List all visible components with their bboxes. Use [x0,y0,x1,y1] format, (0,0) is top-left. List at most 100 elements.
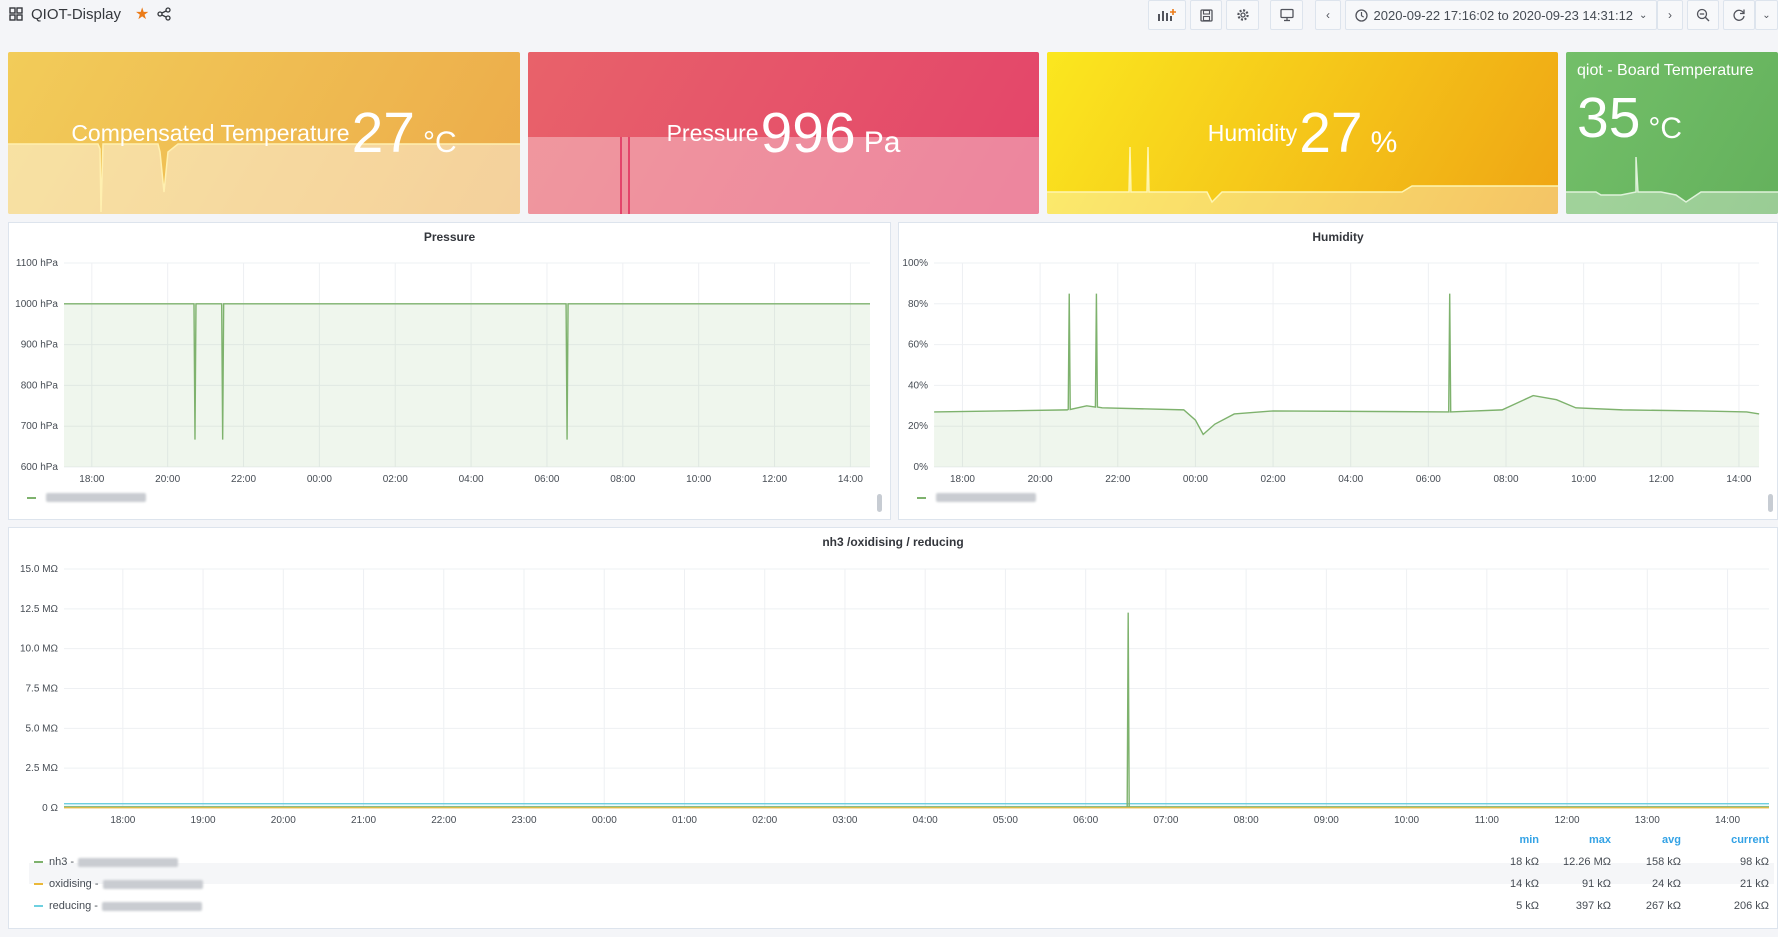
y-tick-label: 1100 hPa [16,258,59,269]
humidity-chart: 100% 80% 60% 40% 20% 0% 18:00 20:00 22:00 00:00 02… [902,258,1760,485]
zoom-out-button[interactable] [1687,0,1719,30]
settings-button[interactable] [1226,0,1259,30]
legend-header-max[interactable]: max [1588,834,1611,846]
stat-prefix: Humidity [1207,119,1298,146]
x-tick-label: 08:00 [1493,474,1518,485]
refresh-interval-dropdown[interactable]: ⌄ [1755,0,1778,30]
x-tick-label: 05:00 [993,815,1018,826]
stat-panel-compensated-temperature[interactable]: Compensated Temperature 27 °C [8,52,520,214]
redacted-series-name [936,493,1036,502]
legend-value-avg: 24 kΩ [1651,878,1681,890]
legend-scrollbar[interactable] [1768,494,1773,512]
y-tick-label: 2.5 MΩ [26,763,59,774]
x-tick-label: 13:00 [1635,815,1660,826]
stat-panel-pressure[interactable]: Pressure 996 Pa [528,52,1039,214]
time-forward-button[interactable]: › [1657,0,1683,30]
time-range-picker[interactable]: 2020-09-22 17:16:02 to 2020-09-23 14:31:… [1345,0,1657,30]
star-icon[interactable]: ★ [135,6,150,23]
legend-row-band [29,863,1774,884]
legend-value-avg: 267 kΩ [1645,900,1681,912]
stat-content: Pressure 996 Pa [528,52,1039,214]
x-tick-label: 00:00 [307,474,332,485]
x-tick-label: 00:00 [592,815,617,826]
panel-title[interactable]: Humidity [1312,230,1364,244]
legend-swatch [34,905,43,907]
stat-panel-board-temperature[interactable]: qiot - Board Temperature 35 °C [1566,52,1778,214]
time-back-button[interactable]: ‹ [1315,0,1341,30]
top-bar: QIOT-Display ★ [0,0,1778,40]
redacted-series-name [102,879,203,889]
y-tick-label: 0 Ω [42,803,58,814]
refresh-button[interactable] [1723,0,1755,30]
legend-item-nh3[interactable]: nh3 - [34,856,179,868]
legend-item[interactable] [917,493,1036,502]
add-panel-icon [1158,9,1176,21]
tv-mode-button[interactable] [1270,0,1303,30]
x-tick-label: 23:00 [512,815,537,826]
x-tick-label: 00:00 [1183,474,1208,485]
legend-header-current[interactable]: current [1731,834,1769,846]
x-tick-label: 22:00 [431,815,456,826]
sensor-graph-panel[interactable]: nh3 /oxidising / reducing 15.0 MΩ 12.5 MΩ… [8,527,1778,929]
legend-header-avg[interactable]: avg [1662,834,1681,846]
stat-unit: °C [423,126,457,159]
save-dashboard-button[interactable] [1190,0,1222,30]
x-tick-label: 08:00 [1234,815,1259,826]
stat-sparkline [1047,146,1558,214]
series-fill [64,803,1769,808]
legend-item[interactable] [27,493,146,502]
y-tick-label: 800 hPa [21,380,59,391]
legend-swatch [917,496,926,499]
y-tick-label: 80% [908,299,928,310]
stat-panel-humidity[interactable]: Humidity 27 % [1047,52,1558,214]
legend-value-current: 98 kΩ [1739,856,1769,868]
sensor-chart: 15.0 MΩ 12.5 MΩ 10.0 MΩ 7.5 MΩ 5.0 MΩ 2.5 MΩ 0… [20,564,1769,826]
gear-icon [1236,9,1249,21]
x-tick-label: 18:00 [79,474,104,485]
redacted-series-name [78,857,179,867]
share-icon[interactable] [157,7,172,21]
x-tick-label: 22:00 [231,474,256,485]
y-tick-label: 600 hPa [21,462,59,473]
legend-header-min[interactable]: min [1519,834,1539,846]
stat-title: qiot - Board Temperature [1577,62,1754,79]
x-tick-label: 06:00 [1416,474,1441,485]
series-fill [64,303,870,467]
stat-prefix: Pressure [666,119,759,146]
x-tick-label: 10:00 [686,474,711,485]
legend-value-min: 5 kΩ [1516,900,1539,912]
chevron-right-icon: › [1668,8,1672,22]
stat-value: 996 [760,100,856,165]
panel-title[interactable]: Pressure [423,230,476,244]
legend-swatch [27,496,36,499]
legend-scrollbar[interactable] [877,494,882,512]
y-tick-label: 20% [908,421,928,432]
y-tick-label: 100% [902,258,928,269]
y-tick-label: 10.0 MΩ [20,644,59,655]
x-tick-label: 02:00 [752,815,777,826]
humidity-graph-panel[interactable]: Humidity 100% 80% 60% 40% 20% 0% 18:00 20:00 22:… [898,222,1778,520]
legend-value-current: 206 kΩ [1733,900,1769,912]
stat-sparkline [528,137,1039,214]
legend-label: oxidising - [49,878,99,890]
x-tick-label: 04:00 [913,815,938,826]
stat-content: 35 °C [1577,90,1682,147]
pressure-graph-panel[interactable]: Pressure 1100 hPa 1000 hPa 900 hPa 800 hPa 7… [8,222,891,520]
legend-item-reducing[interactable]: reducing - [34,900,202,912]
zoom-out-icon [1696,8,1710,22]
legend-item-oxidising[interactable]: oxidising - [34,878,203,890]
legend-value-min: 14 kΩ [1509,878,1539,890]
x-tick-label: 22:00 [1105,474,1130,485]
dashboard-title[interactable]: QIOT-Display [31,5,122,23]
dashboard-grid-icon[interactable] [9,7,23,21]
stat-unit: °C [1648,111,1683,145]
series-fill [934,293,1760,467]
y-tick-label: 700 hPa [21,421,59,432]
clock-icon [1354,8,1368,22]
x-tick-label: 12:00 [1649,474,1674,485]
add-panel-button[interactable] [1148,0,1186,30]
x-tick-label: 01:00 [672,815,697,826]
x-tick-label: 20:00 [155,474,180,485]
panel-title[interactable]: nh3 /oxidising / reducing [822,535,964,549]
x-tick-label: 06:00 [534,474,559,485]
